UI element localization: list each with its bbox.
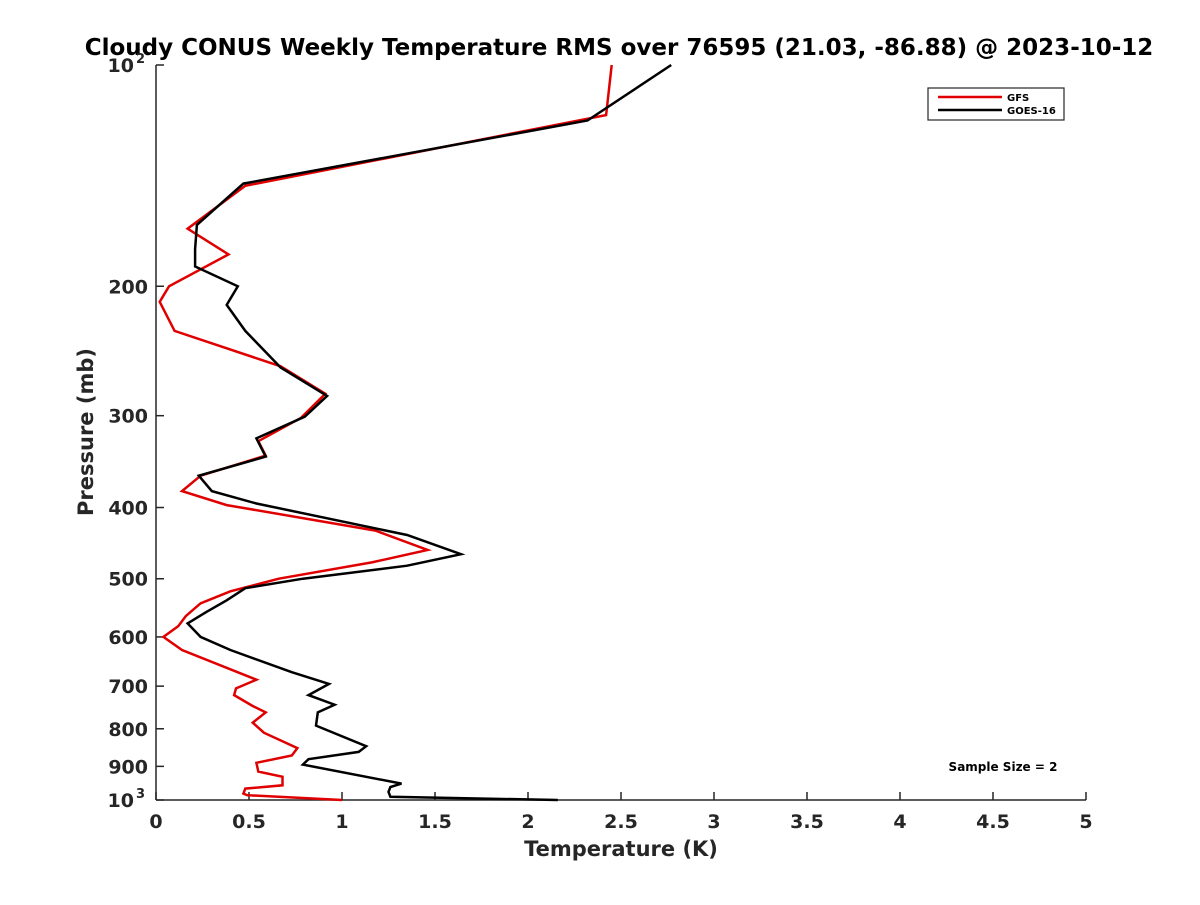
y-tick-label: 200 [108,276,148,298]
y-tick-label: 500 [108,569,148,591]
x-ticks: 0 0.5 1 1.5 2 2.5 3 3.5 4 4.5 5 [149,792,1093,833]
x-tick-label: 1 [335,811,348,833]
legend-entries: GFS GOES-16 [938,93,1056,117]
x-tick-label: 0 [149,811,162,833]
x-tick-label: 3.5 [790,811,824,833]
chart-title: Cloudy CONUS Weekly Temperature RMS over… [85,35,1154,61]
series-line-goes-16 [185,63,672,802]
x-tick-label: 4 [893,811,906,833]
y-tick-label-power: 10 2 [108,52,146,77]
series-lines [158,63,672,802]
y-tick-label: 600 [108,627,148,649]
y-tick-label-exponent: 2 [136,52,145,67]
y-tick-label: 800 [108,719,148,741]
y-tick-label: 400 [108,498,148,520]
x-tick-label: 4.5 [976,811,1010,833]
x-tick-label: 5 [1079,811,1092,833]
sample-size-annotation: Sample Size = 2 [949,760,1058,774]
y-tick-label: 900 [108,756,148,778]
legend-label-gfs: GFS [1007,93,1029,104]
x-tick-label: 1.5 [418,811,452,833]
legend-label-goes-16: GOES-16 [1007,106,1056,117]
x-tick-label: 2 [521,811,534,833]
y-tick-label: 700 [108,676,148,698]
y-tick-label-base: 10 [108,790,134,812]
x-tick-label: 3 [707,811,720,833]
y-axis-label: Pressure (mb) [74,348,98,516]
y-tick-label-power: 10 3 [108,787,146,812]
x-axis-label: Temperature (K) [524,837,718,861]
series-line-gfs [158,64,613,802]
x-tick-label: 0.5 [232,811,266,833]
legend: GFS GOES-16 [927,87,1065,121]
y-tick-label-exponent: 3 [136,787,145,802]
y-tick-label-base: 10 [108,55,134,77]
y-tick-label: 300 [108,406,148,428]
legend-box [927,87,1065,121]
x-tick-label: 2.5 [604,811,638,833]
